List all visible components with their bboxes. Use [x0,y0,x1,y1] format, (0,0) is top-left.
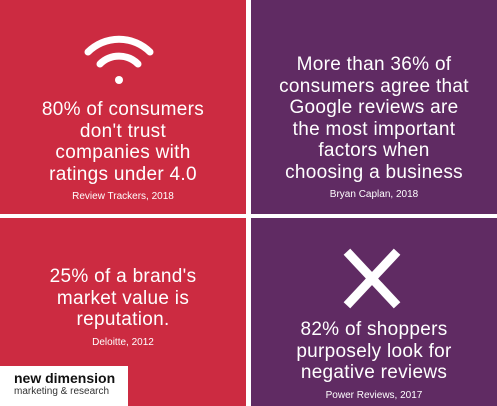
stat-panel: More than 36% of consumers agree that Goog… [251,54,497,200]
logo: new dimension marketing & research [0,366,128,406]
panel-bg [0,0,246,214]
panel-bg [251,0,497,214]
logo-tagline: marketing & research [14,386,110,397]
stat-panel: 80% of consumers don't trust companies wit… [0,99,246,202]
stat-text: 25% of a brand's [49,266,197,287]
source: Deloitte, 2012 [92,336,154,348]
stat-text: Google reviews are [289,97,459,118]
x-icon [343,248,401,309]
stat-text: 80% of consumers [41,99,205,120]
stat-text: ratings under 4.0 [49,163,197,185]
stat-panel: 82% of shoppers purposely look for negativ… [251,319,497,401]
stat-text: More than 36% of [296,54,452,75]
source: Power Reviews, 2017 [325,389,423,401]
stat-text: purposely look for [296,340,452,362]
stat-text: consumers agree that [279,75,469,97]
stat-text: negative reviews [300,362,448,383]
stat-text: 82% of shoppers [300,319,448,340]
stat-text: factors when [318,140,430,161]
stat-text: don't trust [79,120,167,142]
stat-panel: 25% of a brand's market value is reputatio… [0,266,246,348]
stat-text: the most important [292,118,456,140]
logo-name: new dimension [14,370,116,386]
wifi-icon [84,35,154,84]
stat-text: reputation. [76,309,170,330]
stat-text: choosing a business [285,161,463,183]
stat-text: market value is [56,287,190,309]
source: Review Trackers, 2018 [72,191,174,202]
panel-bg [251,218,497,406]
source: Bryan Caplan, 2018 [329,189,419,200]
stat-text: companies with [55,142,191,163]
